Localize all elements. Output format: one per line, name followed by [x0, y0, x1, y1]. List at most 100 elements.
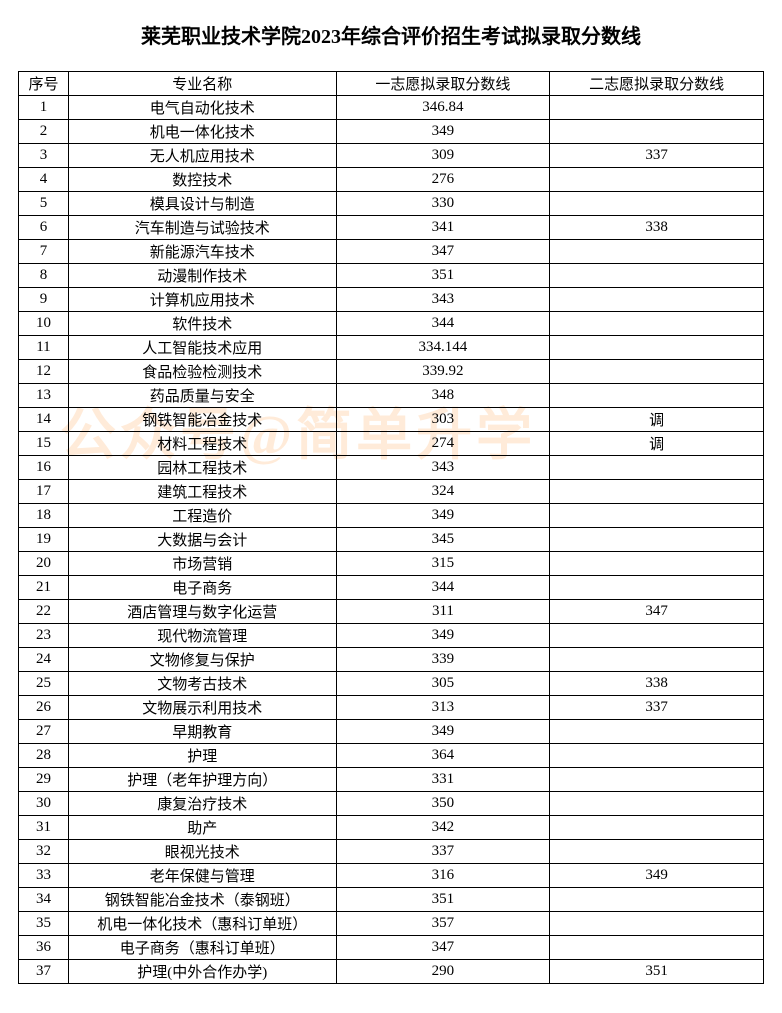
- cell-seq: 37: [19, 960, 69, 984]
- cell-seq: 26: [19, 696, 69, 720]
- cell-score2: [550, 624, 764, 648]
- cell-major: 电子商务（惠科订单班）: [68, 936, 336, 960]
- cell-major: 护理: [68, 744, 336, 768]
- cell-score1: 324: [336, 480, 550, 504]
- table-row: 18工程造价349: [19, 504, 764, 528]
- cell-seq: 28: [19, 744, 69, 768]
- cell-score1: 331: [336, 768, 550, 792]
- table-row: 8动漫制作技术351: [19, 264, 764, 288]
- cell-score1: 349: [336, 624, 550, 648]
- table-row: 12食品检验检测技术339.92: [19, 360, 764, 384]
- col-header-score2: 二志愿拟录取分数线: [550, 72, 764, 96]
- table-row: 10软件技术344: [19, 312, 764, 336]
- cell-score1: 344: [336, 312, 550, 336]
- table-row: 36电子商务（惠科订单班）347: [19, 936, 764, 960]
- cell-major: 数控技术: [68, 168, 336, 192]
- table-row: 1电气自动化技术346.84: [19, 96, 764, 120]
- table-row: 15材料工程技术274调: [19, 432, 764, 456]
- cell-seq: 3: [19, 144, 69, 168]
- table-row: 4数控技术276: [19, 168, 764, 192]
- cell-score1: 349: [336, 720, 550, 744]
- table-row: 16园林工程技术343: [19, 456, 764, 480]
- table-row: 3无人机应用技术309337: [19, 144, 764, 168]
- cell-score1: 347: [336, 936, 550, 960]
- cell-major: 无人机应用技术: [68, 144, 336, 168]
- table-row: 21电子商务344: [19, 576, 764, 600]
- cell-score2: [550, 360, 764, 384]
- cell-score2: [550, 936, 764, 960]
- cell-major: 电子商务: [68, 576, 336, 600]
- cell-seq: 29: [19, 768, 69, 792]
- cell-score1: 343: [336, 288, 550, 312]
- table-row: 35机电一体化技术（惠科订单班）357: [19, 912, 764, 936]
- cell-seq: 13: [19, 384, 69, 408]
- cell-major: 大数据与会计: [68, 528, 336, 552]
- cell-major: 眼视光技术: [68, 840, 336, 864]
- table-row: 19大数据与会计345: [19, 528, 764, 552]
- cell-score1: 313: [336, 696, 550, 720]
- cell-score2: [550, 384, 764, 408]
- cell-score1: 342: [336, 816, 550, 840]
- cell-major: 机电一体化技术（惠科订单班）: [68, 912, 336, 936]
- cell-major: 汽车制造与试验技术: [68, 216, 336, 240]
- cell-major: 软件技术: [68, 312, 336, 336]
- cell-major: 早期教育: [68, 720, 336, 744]
- cell-seq: 19: [19, 528, 69, 552]
- cell-seq: 1: [19, 96, 69, 120]
- cell-score2: 337: [550, 144, 764, 168]
- cell-major: 文物考古技术: [68, 672, 336, 696]
- cell-score1: 348: [336, 384, 550, 408]
- cell-seq: 22: [19, 600, 69, 624]
- cell-major: 食品检验检测技术: [68, 360, 336, 384]
- cell-score2: 338: [550, 672, 764, 696]
- cell-seq: 10: [19, 312, 69, 336]
- cell-major: 新能源汽车技术: [68, 240, 336, 264]
- table-row: 32眼视光技术337: [19, 840, 764, 864]
- cell-score1: 351: [336, 264, 550, 288]
- cell-score2: [550, 888, 764, 912]
- table-row: 37护理(中外合作办学)290351: [19, 960, 764, 984]
- cell-major: 酒店管理与数字化运营: [68, 600, 336, 624]
- cell-score1: 339.92: [336, 360, 550, 384]
- cell-score2: [550, 240, 764, 264]
- cell-seq: 11: [19, 336, 69, 360]
- cell-score2: [550, 792, 764, 816]
- cell-major: 现代物流管理: [68, 624, 336, 648]
- cell-score1: 276: [336, 168, 550, 192]
- table-row: 24文物修复与保护339: [19, 648, 764, 672]
- cell-seq: 35: [19, 912, 69, 936]
- cell-major: 动漫制作技术: [68, 264, 336, 288]
- cell-score2: [550, 168, 764, 192]
- col-header-seq: 序号: [19, 72, 69, 96]
- cell-score1: 334.144: [336, 336, 550, 360]
- cell-score1: 343: [336, 456, 550, 480]
- cell-major: 机电一体化技术: [68, 120, 336, 144]
- table-row: 2机电一体化技术349: [19, 120, 764, 144]
- cell-major: 老年保健与管理: [68, 864, 336, 888]
- cell-seq: 27: [19, 720, 69, 744]
- table-row: 22酒店管理与数字化运营311347: [19, 600, 764, 624]
- cell-seq: 23: [19, 624, 69, 648]
- table-row: 14钢铁智能冶金技术303调: [19, 408, 764, 432]
- table-row: 17建筑工程技术324: [19, 480, 764, 504]
- col-header-major: 专业名称: [68, 72, 336, 96]
- table-row: 13药品质量与安全348: [19, 384, 764, 408]
- table-header-row: 序号 专业名称 一志愿拟录取分数线 二志愿拟录取分数线: [19, 72, 764, 96]
- cell-score2: 调: [550, 432, 764, 456]
- cell-major: 文物展示利用技术: [68, 696, 336, 720]
- table-row: 33老年保健与管理316349: [19, 864, 764, 888]
- cell-score1: 290: [336, 960, 550, 984]
- cell-score1: 357: [336, 912, 550, 936]
- cell-score2: [550, 120, 764, 144]
- cell-seq: 9: [19, 288, 69, 312]
- cell-major: 人工智能技术应用: [68, 336, 336, 360]
- cell-seq: 17: [19, 480, 69, 504]
- cell-major: 康复治疗技术: [68, 792, 336, 816]
- cell-score1: 349: [336, 504, 550, 528]
- cell-seq: 6: [19, 216, 69, 240]
- cell-score1: 315: [336, 552, 550, 576]
- table-row: 6汽车制造与试验技术341338: [19, 216, 764, 240]
- cell-seq: 18: [19, 504, 69, 528]
- cell-score2: [550, 552, 764, 576]
- cell-seq: 34: [19, 888, 69, 912]
